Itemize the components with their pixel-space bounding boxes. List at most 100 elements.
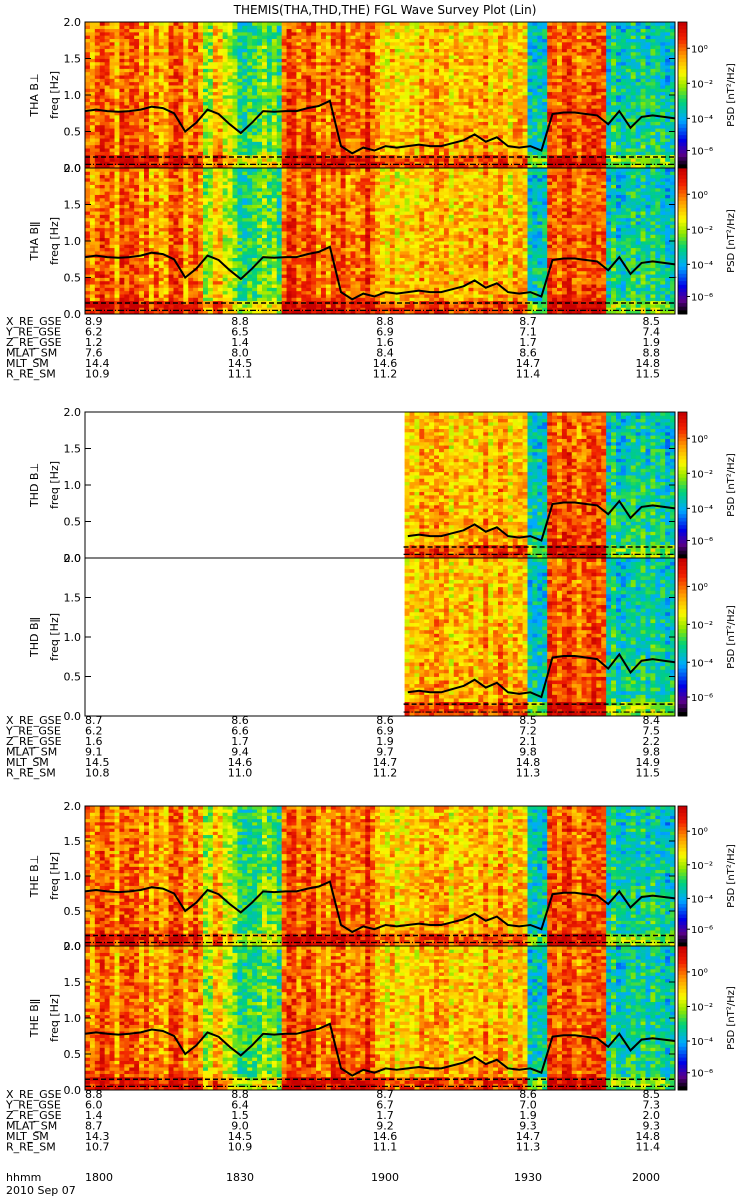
- panel-ylabel: freq [Hz]: [48, 852, 61, 900]
- time-axis-label: hhmm: [6, 1171, 41, 1184]
- ephemeris-value: 11.2: [373, 368, 398, 381]
- ytick-label: 2.0: [64, 552, 82, 565]
- ephemeris-value: 11.4: [636, 1141, 661, 1154]
- ephemeris-value: 11.5: [636, 767, 661, 780]
- colorbar-label: PSD [nT²/Hz]: [726, 986, 737, 1050]
- ytick-label: 1.5: [64, 443, 82, 456]
- ytick-label: 2.0: [64, 406, 82, 419]
- ytick-label: 0.5: [64, 272, 82, 285]
- colorbar-tick-label: 10⁻⁴: [691, 114, 713, 125]
- heatmap-the-bperp: [85, 806, 675, 946]
- panel-label: THE Bǁ: [28, 999, 41, 1038]
- ephemeris-value: 10.8: [85, 767, 110, 780]
- heatmap-tha-bperp: [85, 22, 675, 168]
- colorbar-tick-label: 10⁻²: [691, 225, 713, 236]
- colorbar-label: PSD [nT²/Hz]: [726, 63, 737, 127]
- heatmap-thd-bperp: [405, 412, 676, 558]
- panel-ylabel: freq [Hz]: [48, 461, 61, 509]
- panel-label: THA B⊥: [28, 73, 41, 117]
- ytick-label: 1.5: [64, 199, 82, 212]
- panel-label: THA Bǁ: [28, 222, 41, 262]
- ephemeris-block-1: X_RE_GSE 8.9 8.8 8.8 8.7 8.5Y_RE_GSE 6.2 6.5 6.9…: [5, 315, 660, 381]
- ephemeris-label: R_RE_SM: [6, 767, 56, 780]
- time-tick-label: 1900: [371, 1171, 399, 1184]
- ytick-label: 0.5: [64, 671, 82, 684]
- colorbar-tick-label: 10⁻⁶: [691, 693, 713, 704]
- ytick-label: 1.5: [64, 592, 82, 605]
- ytick-label: 1.0: [64, 479, 82, 492]
- ephemeris-block-3: X_RE_GSE 8.8 8.8 8.7 8.6 8.5Y_RE_GSE 6.0 6.4 6.7…: [5, 1088, 660, 1154]
- time-tick-label: 1830: [226, 1171, 254, 1184]
- panel-ylabel: freq [Hz]: [48, 217, 61, 265]
- ytick-label: 2.0: [64, 162, 82, 175]
- ytick-label: 1.0: [64, 235, 82, 248]
- panel-label: THE B⊥: [28, 855, 41, 899]
- ytick-label: 1.5: [64, 835, 82, 848]
- ytick-label: 2.0: [64, 940, 82, 953]
- ytick-label: 2.0: [64, 800, 82, 813]
- ytick-label: 1.0: [64, 1012, 82, 1025]
- ytick-label: 0.0: [64, 308, 82, 321]
- ytick-label: 0.5: [64, 905, 82, 918]
- ytick-label: 0.0: [64, 1084, 82, 1097]
- ytick-label: 0.5: [64, 1048, 82, 1061]
- ephemeris-block-2: X_RE_GSE 8.7 8.6 8.6 8.5 8.4Y_RE_GSE 6.2 6.6 6.9…: [5, 714, 660, 780]
- panel-tha-bpar: 0.0 0.5 1.0 1.5 2.0 THA Bǁ freq [Hz] 10⁰ 10⁻² 10⁻…: [28, 162, 737, 321]
- ytick-label: 2.0: [64, 16, 82, 29]
- colorbar-tick-label: 10⁻⁴: [691, 260, 713, 271]
- colorbar-tick-label: 10⁰: [691, 582, 708, 593]
- ephemeris-value: 10.9: [228, 1141, 253, 1154]
- colorbar-tick-label: 10⁻⁴: [691, 504, 713, 515]
- ephemeris-value: 11.2: [373, 767, 398, 780]
- colorbar-tick-label: 10⁻²: [691, 861, 713, 872]
- colorbar-tick-label: 10⁰: [691, 44, 708, 55]
- panel-ylabel: freq [Hz]: [48, 71, 61, 119]
- ephemeris-value: 11.3: [516, 767, 541, 780]
- time-axis: hhmm 2010 Sep 07 1800 1830 1900 1930 2000: [6, 1171, 660, 1197]
- ephemeris-label: R_RE_SM: [6, 1141, 56, 1154]
- date-label: 2010 Sep 07: [6, 1184, 76, 1197]
- heatmap-the-bpar: [85, 946, 675, 1090]
- ephemeris-value: 11.3: [516, 1141, 541, 1154]
- colorbar-tick-label: 10⁻²: [691, 620, 713, 631]
- ytick-label: 1.0: [64, 870, 82, 883]
- ytick-label: 0.5: [64, 126, 82, 139]
- colorbar-label: PSD [nT²/Hz]: [726, 209, 737, 273]
- time-tick-label: 1930: [514, 1171, 542, 1184]
- colorbar-label: PSD [nT²/Hz]: [726, 844, 737, 908]
- time-tick-label: 1800: [85, 1171, 113, 1184]
- panel-ylabel: freq [Hz]: [48, 994, 61, 1042]
- heatmap-tha-bpar: [85, 168, 675, 314]
- panel-ylabel: freq [Hz]: [48, 613, 61, 661]
- ephemeris-value: 11.5: [636, 368, 661, 381]
- ytick-label: 1.5: [64, 976, 82, 989]
- ephemeris-value: 11.1: [228, 368, 253, 381]
- colorbar-tick-label: 10⁻⁶: [691, 925, 713, 936]
- time-tick-label: 2000: [632, 1171, 660, 1184]
- ytick-label: 1.0: [64, 631, 82, 644]
- ytick-label: 0.0: [64, 710, 82, 723]
- ytick-label: 0.5: [64, 516, 82, 529]
- ytick-label: 1.0: [64, 89, 82, 102]
- ephemeris-label: R_RE_SM: [6, 368, 56, 381]
- figure-title: THEMIS(THA,THD,THE) FGL Wave Survey Plot…: [233, 3, 537, 17]
- colorbar-tick-label: 10⁰: [691, 434, 708, 445]
- colorbar-tick-label: 10⁻²: [691, 1002, 713, 1013]
- ephemeris-value: 11.0: [228, 767, 253, 780]
- colorbar-tick-label: 10⁰: [691, 190, 708, 201]
- colorbar-tick-label: 10⁰: [691, 827, 708, 838]
- heatmap-thd-bpar: [405, 558, 676, 716]
- colorbar-tick-label: 10⁻⁶: [691, 292, 713, 303]
- colorbar-tick-label: 10⁻⁴: [691, 1037, 713, 1048]
